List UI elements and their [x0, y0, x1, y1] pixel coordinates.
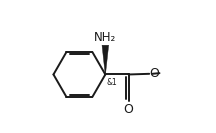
- Text: O: O: [150, 67, 159, 80]
- Text: &1: &1: [106, 78, 117, 87]
- Text: NH₂: NH₂: [94, 31, 116, 44]
- Polygon shape: [102, 45, 109, 74]
- Text: O: O: [124, 103, 133, 116]
